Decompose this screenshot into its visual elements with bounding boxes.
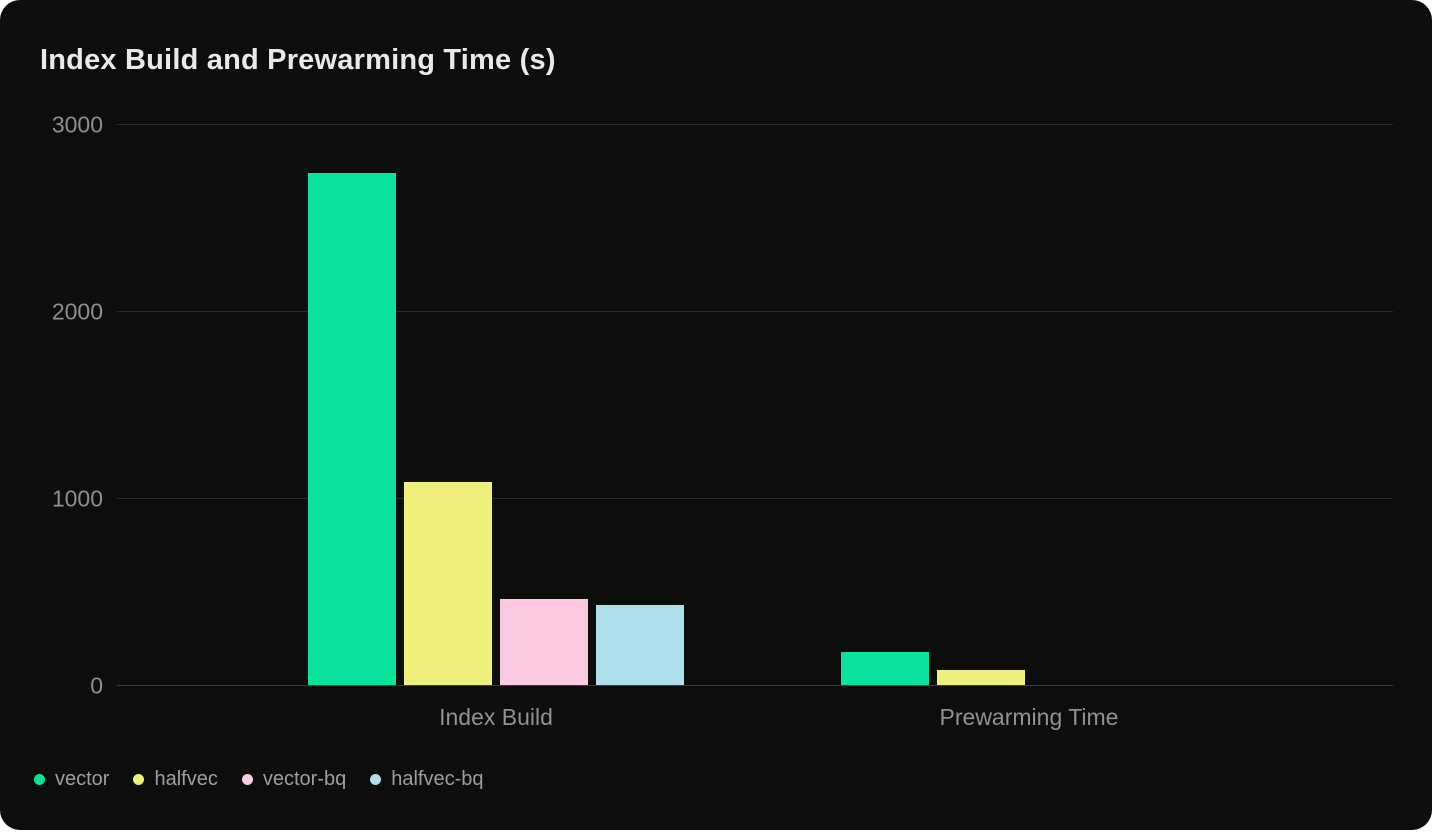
x-axis-category-label: Index Build bbox=[439, 704, 553, 730]
legend-item-vector-bq[interactable]: vector-bq bbox=[241, 768, 347, 791]
legend-item-vector[interactable]: vector bbox=[34, 768, 109, 791]
y-axis-tick-label: 0 bbox=[90, 672, 103, 698]
bar-vector-bq-0[interactable] bbox=[500, 598, 588, 685]
y-axis-tick-label: 2000 bbox=[51, 298, 103, 324]
plot-area: 0 1000 2000 3000 Index Build Prewarming Time bbox=[52, 111, 1393, 730]
bar-group-0 bbox=[308, 124, 684, 685]
y-axis-tick-label: 1000 bbox=[51, 485, 103, 511]
legend-dot-icon bbox=[370, 774, 382, 785]
gridline-y-2000: 2000 bbox=[52, 298, 1393, 324]
legend-label: vector bbox=[55, 768, 110, 790]
gridline-y-1000: 1000 bbox=[52, 485, 1393, 511]
legend-dot-icon bbox=[34, 774, 45, 785]
bar-group-1 bbox=[841, 124, 1217, 685]
legend-label: vector-bq bbox=[262, 768, 347, 790]
gridline-y-3000: 3000 bbox=[52, 111, 1393, 137]
legend-label: halfvec-bq bbox=[391, 768, 484, 790]
legend-item-halfvec-bq[interactable]: halfvec-bq bbox=[370, 768, 484, 791]
legend: vector halfvec vector-bq halfvec-bq bbox=[34, 768, 484, 791]
legend-dot-icon bbox=[241, 774, 253, 785]
gridline-y-0: 0 bbox=[90, 672, 1393, 698]
bar-halfvec-1[interactable] bbox=[937, 670, 1025, 685]
bar-halfvec-bq-0[interactable] bbox=[596, 604, 684, 685]
chart-title: Index Build and Prewarming Time (s) bbox=[40, 44, 556, 76]
x-axis-category-label: Prewarming Time bbox=[939, 704, 1119, 730]
legend-item-halfvec[interactable]: halfvec bbox=[133, 768, 218, 791]
legend-dot-icon bbox=[133, 774, 145, 785]
bar-vector-1[interactable] bbox=[841, 652, 929, 685]
y-axis-tick-label: 3000 bbox=[51, 111, 103, 137]
bar-vector-0[interactable] bbox=[308, 172, 396, 685]
legend-label: halfvec bbox=[154, 768, 218, 790]
bar-halfvec-0[interactable] bbox=[404, 482, 492, 685]
